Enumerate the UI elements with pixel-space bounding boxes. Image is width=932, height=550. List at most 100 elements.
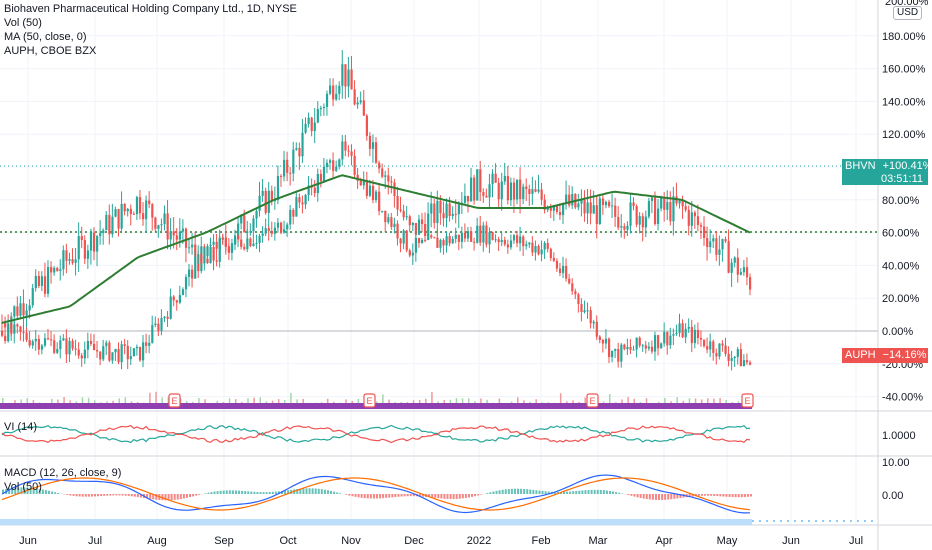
macd-bar	[599, 489, 602, 494]
earnings-marker[interactable]: E	[741, 393, 754, 408]
legend-macd-label[interactable]: MACD (12, 26, close, 9)	[4, 467, 122, 479]
volume-bar	[382, 394, 384, 403]
candle-body	[424, 224, 427, 236]
macd-bar	[256, 491, 259, 494]
earnings-marker[interactable]: E	[363, 393, 376, 408]
legend-title[interactable]: Biohaven Pharmaceutical Holding Company …	[4, 3, 297, 15]
macd-bar	[642, 494, 645, 499]
candle-body	[626, 225, 629, 230]
candle-body	[549, 207, 552, 211]
volume-bar	[633, 398, 636, 403]
candle-body	[356, 102, 359, 105]
legend-vol[interactable]: Vol (50)	[4, 17, 42, 29]
candle-body	[341, 64, 344, 86]
candle-body	[1, 322, 4, 324]
volume-bar	[130, 401, 133, 403]
macd-bar	[412, 494, 415, 497]
candle-body	[129, 208, 132, 214]
macd-bar	[605, 490, 608, 494]
volume-bar	[63, 397, 65, 403]
macd-bar	[213, 491, 216, 494]
macd-bar	[118, 494, 121, 496]
signal-line	[1, 477, 751, 511]
auph-price-tag[interactable]: AUPH −14.16%	[842, 348, 928, 363]
macd-bar	[100, 494, 103, 497]
macd-bar	[645, 494, 648, 500]
time-axis-tick: Sep	[214, 535, 234, 547]
candle-body	[736, 257, 739, 275]
bhvn-symbol: BHVN	[845, 160, 876, 172]
time-axis[interactable]: Jun Jul Aug Sep Oct Nov Dec 2022 Feb Mar Apr May Jun…	[19, 535, 863, 547]
macd-bar	[277, 491, 280, 494]
candle-body	[479, 169, 482, 193]
candle-body	[690, 326, 693, 344]
volume-bar	[241, 401, 243, 403]
macd-bar	[51, 491, 54, 494]
candle-body	[43, 338, 47, 346]
candle-body	[325, 162, 329, 168]
candle-body	[46, 267, 50, 294]
volume-bar	[32, 400, 35, 403]
earnings-marker[interactable]: E	[586, 393, 599, 408]
bhvn-price-tag[interactable]: BHVN +100.41% 03:51:11	[842, 159, 932, 185]
candle-body	[224, 239, 227, 247]
candle-body	[184, 228, 188, 248]
macd-bar	[130, 494, 133, 497]
candle-body	[126, 345, 129, 360]
candle-body	[13, 306, 16, 317]
legend-compare[interactable]: AUPH, CBOE BZX	[4, 45, 97, 57]
macd-bar	[409, 494, 412, 497]
macd-bar	[81, 494, 84, 497]
price-axis-tick: 0.00%	[882, 326, 913, 338]
currency-badge[interactable]: USD	[893, 6, 923, 20]
candle-body	[92, 343, 96, 351]
earnings-marker[interactable]: E	[168, 393, 181, 408]
candle-body	[519, 179, 522, 200]
candle-body	[387, 175, 390, 182]
macd-bar	[8, 488, 11, 494]
legend-macd-vol[interactable]: Vol (50)	[4, 481, 42, 493]
candle-body	[706, 346, 709, 350]
volume-bar	[204, 399, 206, 403]
candle-body	[678, 200, 681, 204]
candle-body	[647, 200, 651, 217]
volume-bar	[566, 401, 568, 403]
earnings-markers[interactable]: E E E E	[168, 393, 754, 408]
svg-text:E: E	[366, 396, 372, 406]
macd-bar	[302, 488, 305, 494]
vi-legend[interactable]: VI (14)	[4, 421, 38, 433]
candle-body	[307, 185, 310, 195]
macd-bar	[44, 490, 47, 494]
candle-body	[494, 173, 497, 183]
candle-body	[16, 306, 19, 316]
candle-body	[375, 191, 378, 201]
candle-body	[562, 265, 565, 273]
candle-body	[258, 195, 261, 211]
volume-bar	[480, 398, 482, 403]
candle-body	[313, 122, 316, 132]
macd-bar	[504, 489, 507, 494]
candle-body	[80, 355, 83, 359]
candle-body	[295, 197, 298, 217]
candle-body	[623, 344, 626, 350]
volume-bar	[228, 398, 231, 403]
candle-body	[157, 323, 160, 331]
candle-body	[22, 332, 25, 334]
auph-candles	[1, 135, 752, 371]
legend-ma[interactable]: MA (50, close, 0)	[4, 31, 87, 43]
macd-bar	[238, 490, 241, 494]
candle-body	[699, 338, 703, 340]
candle-body	[516, 235, 519, 244]
macd-bar	[231, 490, 234, 494]
macd-bar	[517, 488, 520, 494]
candle-body	[56, 268, 59, 272]
auph-value: −14.16%	[882, 349, 927, 361]
candle-body	[329, 85, 332, 94]
macd-bar	[719, 494, 722, 497]
macd-bar	[93, 494, 96, 497]
macd-bar	[581, 490, 584, 494]
candle-body	[356, 174, 359, 181]
volume-bar	[645, 398, 648, 403]
macd-bar	[78, 494, 81, 497]
